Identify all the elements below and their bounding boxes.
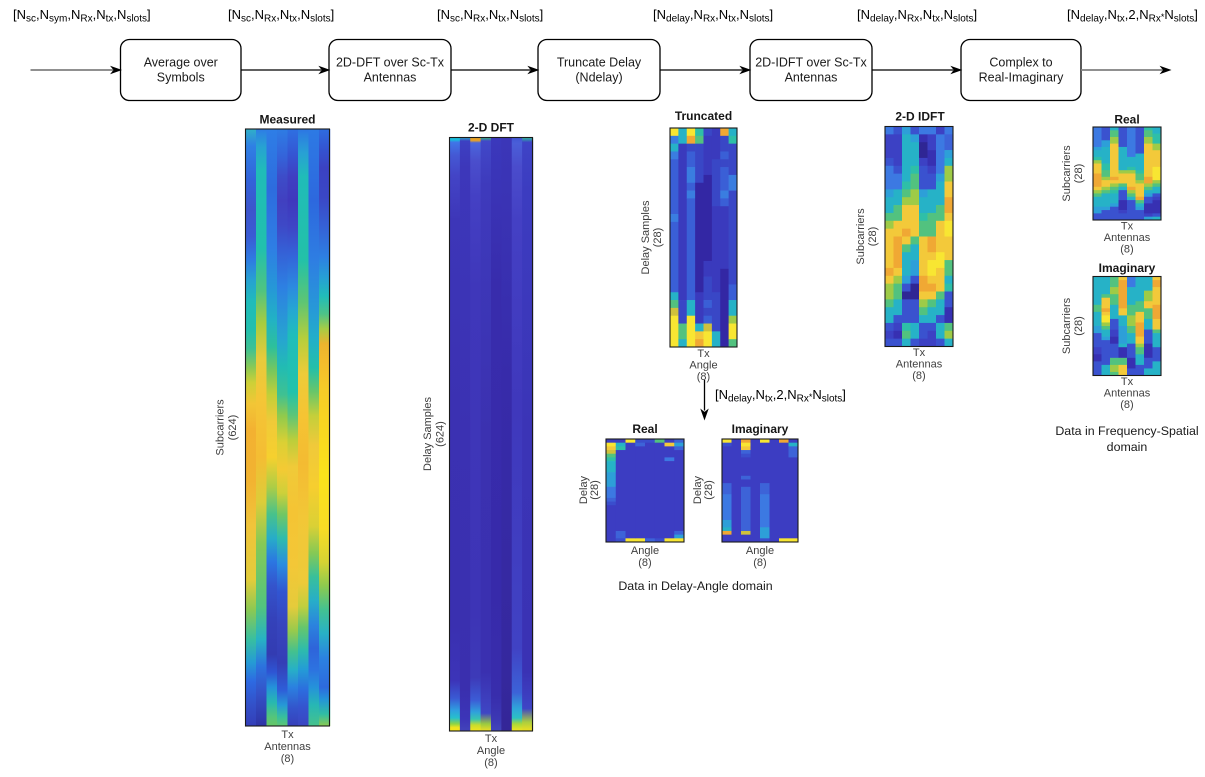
svg-text:[Nsc​,Nsym​,NRx​,Ntx​,Nslots​]: [Nsc​,Nsym​,NRx​,Ntx​,Nslots​] (13, 7, 151, 25)
svg-text:Antennas: Antennas (1104, 388, 1151, 400)
svg-text:[Ndelay​,Ntx​,2,NRx​*​Nslots​]: [Ndelay​,Ntx​,2,NRx​*​Nslots​] (715, 387, 846, 405)
svg-text:(624): (624) (435, 421, 447, 447)
svg-text:(8): (8) (484, 757, 497, 769)
svg-text:Tx: Tx (281, 729, 294, 741)
svg-text:Antennas: Antennas (1104, 232, 1151, 244)
svg-text:domain: domain (1107, 440, 1148, 454)
svg-text:Real-Imaginary: Real-Imaginary (979, 71, 1065, 85)
svg-text:[Ndelay​,NRx​,Ntx​,Nslots​]: [Ndelay​,NRx​,Ntx​,Nslots​] (857, 7, 977, 25)
svg-text:Imaginary: Imaginary (732, 422, 789, 436)
svg-text:(28): (28) (652, 228, 664, 248)
svg-text:(28): (28) (1073, 164, 1085, 184)
svg-text:Tx: Tx (1121, 376, 1134, 388)
svg-text:Measured: Measured (259, 113, 315, 127)
svg-text:2D-IDFT over Sc-Tx: 2D-IDFT over Sc-Tx (755, 56, 867, 70)
svg-text:[Ndelay​,NRx​,Ntx​,Nslots​]: [Ndelay​,NRx​,Ntx​,Nslots​] (653, 7, 773, 25)
svg-text:Delay: Delay (692, 475, 704, 504)
svg-text:(28): (28) (703, 480, 715, 500)
svg-text:Subcarriers: Subcarriers (855, 208, 867, 265)
svg-text:(Ndelay): (Ndelay) (575, 71, 622, 85)
svg-text:Subcarriers: Subcarriers (1061, 145, 1073, 202)
svg-text:Symbols: Symbols (157, 71, 205, 85)
svg-text:2D-DFT over Sc-Tx: 2D-DFT over Sc-Tx (336, 56, 445, 70)
svg-text:[Nsc​,NRx​,Ntx​,Nslots​]: [Nsc​,NRx​,Ntx​,Nslots​] (437, 7, 543, 25)
svg-text:Data in Delay-Angle domain: Data in Delay-Angle domain (618, 579, 772, 593)
svg-text:Delay Samples: Delay Samples (640, 200, 652, 274)
svg-text:(28): (28) (1073, 316, 1085, 336)
svg-text:(28): (28) (589, 480, 601, 500)
svg-text:Data in Frequency-Spatial: Data in Frequency-Spatial (1055, 424, 1198, 438)
svg-text:[Nsc​,NRx​,Ntx​,Nslots​]: [Nsc​,NRx​,Ntx​,Nslots​] (228, 7, 334, 25)
svg-text:Angle: Angle (746, 545, 774, 557)
svg-text:(624): (624) (227, 415, 239, 441)
svg-text:(8): (8) (753, 557, 766, 569)
svg-text:Angle: Angle (631, 545, 659, 557)
svg-text:Truncate Delay: Truncate Delay (557, 56, 642, 70)
svg-text:Subcarriers: Subcarriers (215, 399, 227, 456)
svg-text:Real: Real (632, 422, 657, 436)
svg-text:2-D IDFT: 2-D IDFT (895, 110, 945, 124)
svg-text:Truncated: Truncated (675, 109, 732, 123)
svg-text:Angle: Angle (689, 360, 717, 372)
svg-text:Antennas: Antennas (364, 71, 417, 85)
svg-text:Tx: Tx (1121, 221, 1134, 233)
svg-text:Antennas: Antennas (785, 71, 838, 85)
svg-text:Tx: Tx (697, 348, 710, 360)
svg-text:2-D DFT: 2-D DFT (468, 121, 515, 135)
svg-text:(28): (28) (867, 227, 879, 247)
svg-text:(8): (8) (912, 370, 925, 382)
svg-text:(8): (8) (638, 557, 651, 569)
svg-text:Real: Real (1114, 113, 1139, 127)
svg-text:(8): (8) (281, 753, 294, 765)
svg-text:Delay Samples: Delay Samples (422, 397, 434, 471)
svg-text:Delay: Delay (578, 475, 590, 504)
svg-text:Angle: Angle (477, 745, 505, 757)
svg-text:Average over: Average over (144, 56, 218, 70)
svg-text:(8): (8) (697, 371, 710, 383)
svg-text:(8): (8) (1120, 399, 1133, 411)
svg-text:[Ndelay​,Ntx​,2,NRx​*​Nslots​]: [Ndelay​,Ntx​,2,NRx​*​Nslots​] (1067, 7, 1198, 25)
svg-text:(8): (8) (1120, 244, 1133, 256)
svg-text:Tx: Tx (913, 347, 926, 359)
svg-text:Imaginary: Imaginary (1099, 261, 1156, 275)
svg-text:Antennas: Antennas (896, 359, 943, 371)
svg-text:Subcarriers: Subcarriers (1061, 297, 1073, 354)
svg-text:Antennas: Antennas (264, 741, 311, 753)
svg-text:Tx: Tx (485, 733, 498, 745)
svg-text:Complex to: Complex to (989, 56, 1052, 70)
